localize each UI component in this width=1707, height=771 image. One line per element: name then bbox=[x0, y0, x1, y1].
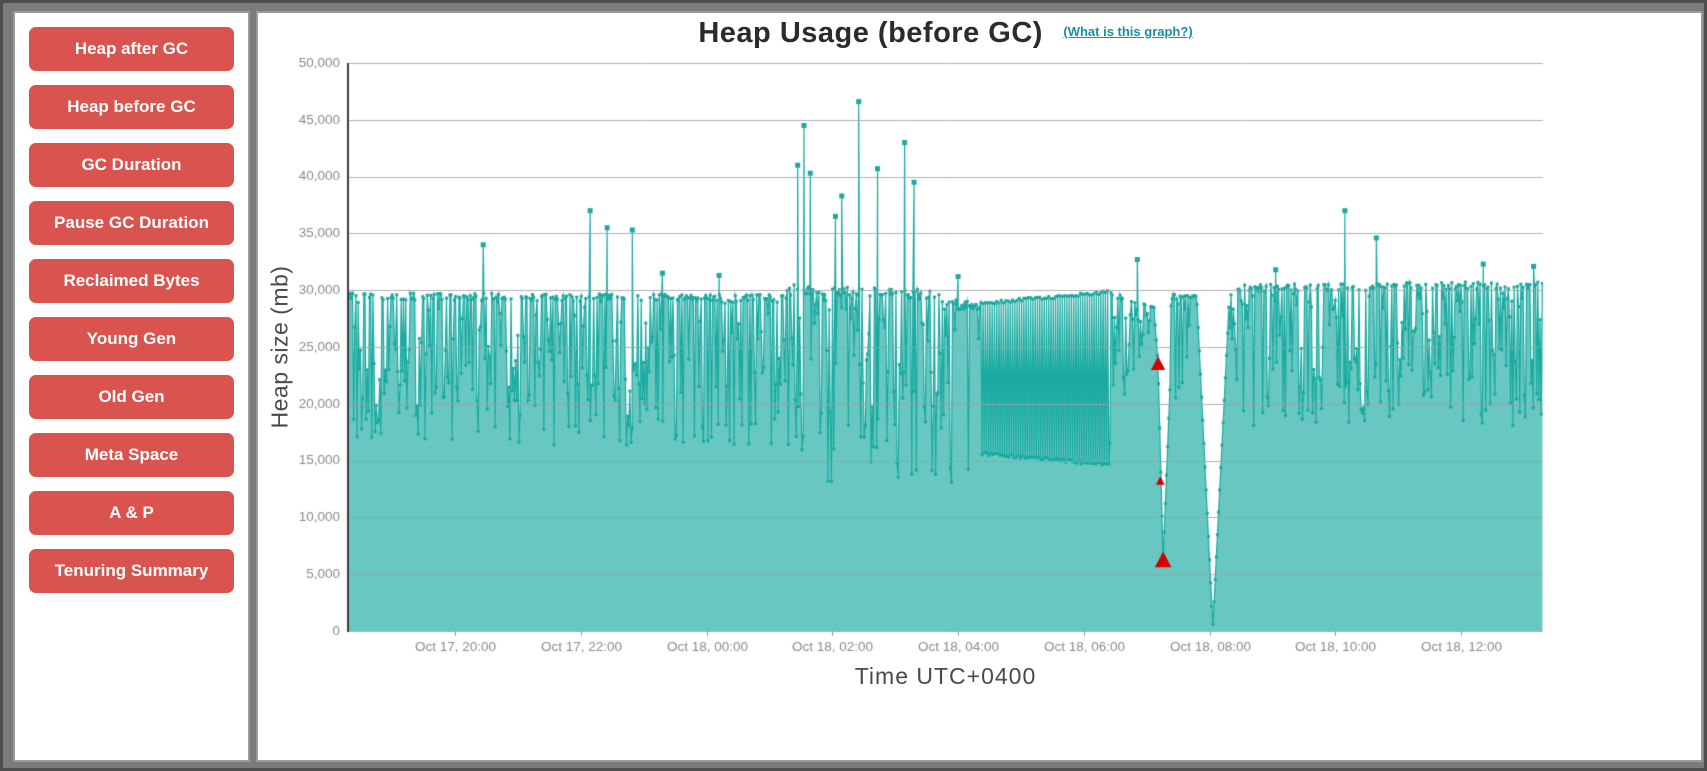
x-axis-title: Time UTC+0400 bbox=[854, 663, 1037, 689]
sidebar-item-young-gen[interactable]: Young Gen bbox=[29, 317, 234, 361]
sidebar-item-gc-duration[interactable]: GC Duration bbox=[29, 143, 234, 187]
sidebar: Heap after GC Heap before GC GC Duration Pa… bbox=[13, 11, 250, 762]
sidebar-item-a-p[interactable]: A & P bbox=[29, 491, 234, 535]
chart-title: Heap Usage (before GC) bbox=[698, 17, 1043, 49]
sidebar-item-pause-gc-duration[interactable]: Pause GC Duration bbox=[29, 201, 234, 245]
sidebar-item-old-gen[interactable]: Old Gen bbox=[29, 375, 234, 419]
chart-header: Heap Usage (before GC) (What is this gra… bbox=[348, 17, 1543, 50]
sidebar-item-heap-after-gc[interactable]: Heap after GC bbox=[29, 27, 234, 71]
sidebar-item-reclaimed-bytes[interactable]: Reclaimed Bytes bbox=[29, 259, 234, 303]
y-axis-title: Heap size (mb) bbox=[266, 265, 293, 429]
sidebar-item-tenuring-summary[interactable]: Tenuring Summary bbox=[29, 549, 234, 593]
what-is-this-graph-link[interactable]: (What is this graph?) bbox=[1063, 24, 1193, 39]
heap-usage-chart[interactable] bbox=[258, 13, 1701, 760]
chart-panel: Heap Usage (before GC) (What is this gra… bbox=[256, 11, 1703, 762]
sidebar-item-heap-before-gc[interactable]: Heap before GC bbox=[29, 85, 234, 129]
sidebar-item-meta-space[interactable]: Meta Space bbox=[29, 433, 234, 477]
